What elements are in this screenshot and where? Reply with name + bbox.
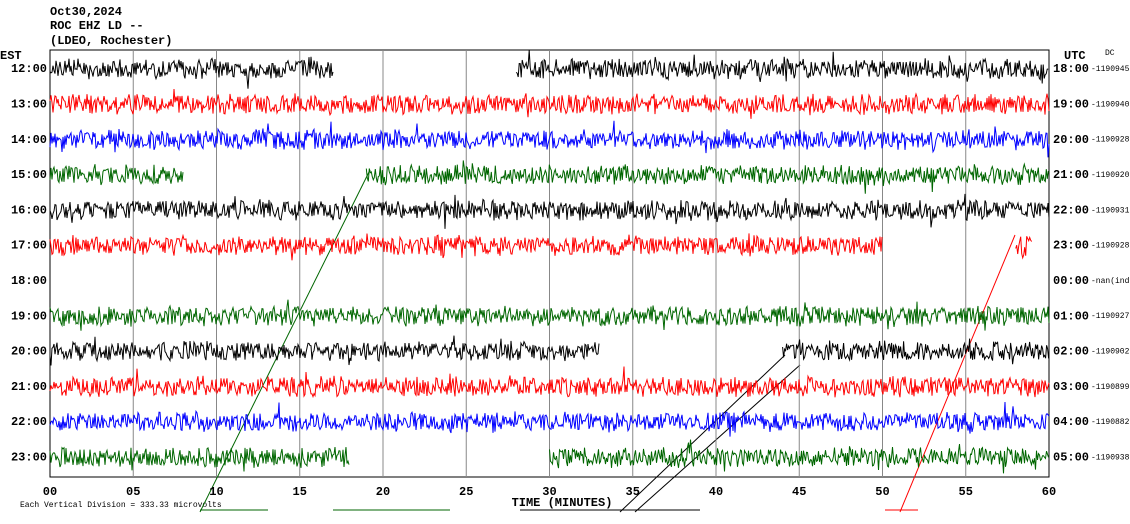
footer-note: Each Vertical Division = 333.33 microvol… bbox=[20, 501, 222, 510]
x-tick-label: 05 bbox=[126, 485, 140, 499]
trace bbox=[49, 335, 600, 366]
right-time-label: 05:00 bbox=[1053, 450, 1089, 464]
trace bbox=[49, 88, 1050, 119]
x-tick-label: 60 bbox=[1042, 485, 1056, 499]
right-time-label: 03:00 bbox=[1053, 380, 1089, 394]
left-time-label: 21:00 bbox=[11, 380, 47, 394]
right-time-label: 19:00 bbox=[1053, 97, 1089, 111]
dc-offset: -1190938 bbox=[1091, 453, 1130, 462]
trace bbox=[49, 56, 334, 89]
dc-offset: -1190899 bbox=[1091, 383, 1130, 392]
left-time-label: 20:00 bbox=[11, 345, 47, 359]
x-tick-label: 25 bbox=[459, 485, 473, 499]
x-tick-label: 50 bbox=[875, 485, 889, 499]
trace bbox=[49, 446, 350, 472]
trace bbox=[549, 439, 1049, 474]
trace bbox=[49, 233, 883, 261]
x-tick-label: 10 bbox=[209, 485, 223, 499]
x-tick-label: 20 bbox=[376, 485, 390, 499]
x-tick-label: 35 bbox=[626, 485, 640, 499]
left-time-label: 13:00 bbox=[11, 97, 47, 111]
right-time-label: 01:00 bbox=[1053, 309, 1089, 323]
dc-offset: -1190931 bbox=[1091, 206, 1130, 215]
right-time-label: 00:00 bbox=[1053, 274, 1089, 288]
trace bbox=[49, 401, 1050, 437]
trace bbox=[365, 160, 1049, 194]
right-time-label: 04:00 bbox=[1053, 415, 1089, 429]
left-time-label: 19:00 bbox=[11, 309, 47, 323]
x-tick-label: 45 bbox=[792, 485, 806, 499]
x-tick-label: 30 bbox=[542, 485, 556, 499]
dc-offset: -1190928 bbox=[1091, 242, 1130, 251]
dc-offset: -1190945 bbox=[1091, 65, 1130, 74]
trace bbox=[49, 120, 1050, 158]
right-time-label: 18:00 bbox=[1053, 62, 1089, 76]
x-tick-label: 40 bbox=[709, 485, 723, 499]
left-time-label: 14:00 bbox=[11, 133, 47, 147]
left-time-label: 15:00 bbox=[11, 168, 47, 182]
right-time-label: 23:00 bbox=[1053, 239, 1089, 253]
dc-offset: -1190940 bbox=[1091, 100, 1130, 109]
left-time-label: 16:00 bbox=[11, 203, 47, 217]
header-station: ROC EHZ LD -- bbox=[50, 19, 144, 33]
left-time-label: 23:00 bbox=[11, 450, 47, 464]
x-tick-label: 15 bbox=[293, 485, 307, 499]
dc-offset: -nan(ind bbox=[1091, 277, 1130, 286]
trace bbox=[49, 366, 1050, 399]
right-time-label: 21:00 bbox=[1053, 168, 1089, 182]
right-time-label: 22:00 bbox=[1053, 203, 1089, 217]
dc-offset: -1190920 bbox=[1091, 171, 1130, 180]
right-axis-unit: DC bbox=[1105, 49, 1115, 58]
left-time-label: 22:00 bbox=[11, 415, 47, 429]
right-time-label: 20:00 bbox=[1053, 133, 1089, 147]
dc-offset: -1190927 bbox=[1091, 312, 1130, 321]
right-axis-title: UTC bbox=[1064, 49, 1086, 63]
trace bbox=[49, 164, 184, 186]
trace bbox=[515, 49, 1049, 84]
x-tick-label: 55 bbox=[959, 485, 973, 499]
right-time-label: 02:00 bbox=[1053, 345, 1089, 359]
left-time-label: 12:00 bbox=[11, 62, 47, 76]
x-tick-label: 00 bbox=[43, 485, 57, 499]
trace bbox=[1015, 235, 1033, 260]
trace bbox=[49, 193, 1050, 229]
dc-offset: -1190902 bbox=[1091, 348, 1130, 357]
header-location: (LDEO, Rochester) bbox=[50, 34, 172, 48]
dc-offset: -1190928 bbox=[1091, 136, 1130, 145]
dc-offset: -1190882 bbox=[1091, 418, 1130, 427]
trace bbox=[782, 338, 1050, 365]
header-date: Oct30,2024 bbox=[50, 5, 122, 19]
left-time-label: 18:00 bbox=[11, 274, 47, 288]
x-axis-title: TIME (MINUTES) bbox=[512, 496, 613, 510]
trace bbox=[49, 299, 1050, 331]
left-axis-title: EST bbox=[0, 49, 22, 63]
left-time-label: 17:00 bbox=[11, 239, 47, 253]
